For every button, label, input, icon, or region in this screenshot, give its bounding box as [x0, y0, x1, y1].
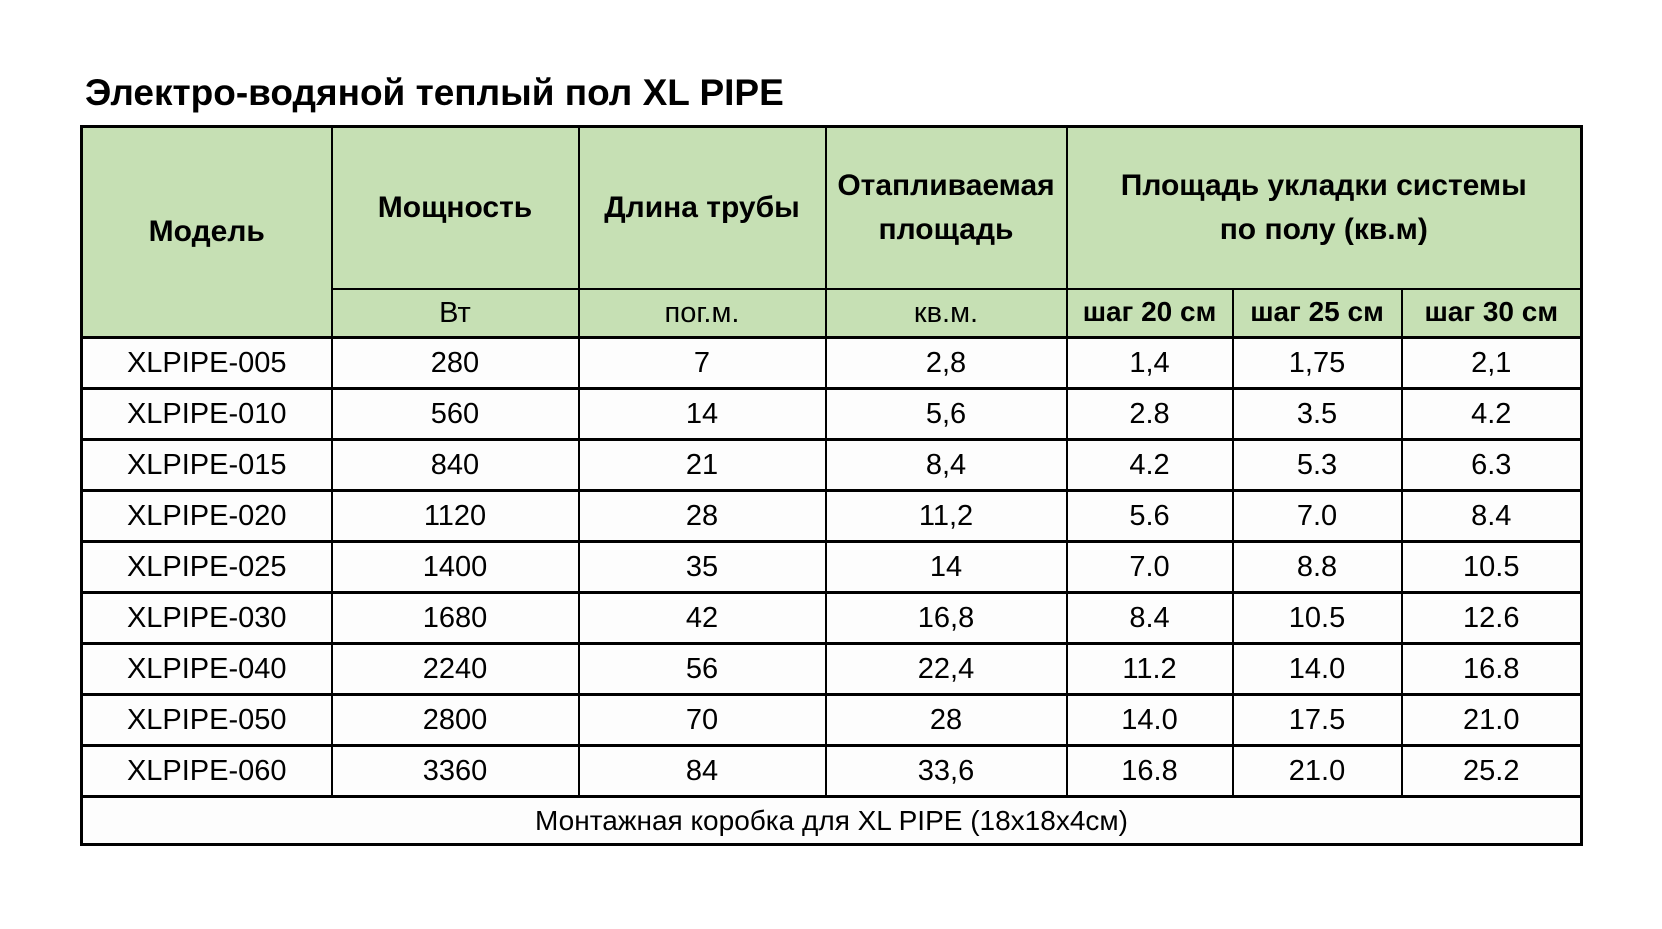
cell-step-30: 12.6 — [1400, 591, 1583, 645]
col-header-step-25: шаг 25 см — [1231, 287, 1403, 339]
cell-power: 1680 — [330, 591, 580, 645]
cell-heated-area: 28 — [824, 693, 1068, 747]
cell-step-20: 4.2 — [1065, 438, 1234, 492]
table-row: XLPIPE-040 2240 56 22,4 11.2 14.0 16.8 — [80, 642, 1583, 696]
cell-model: XLPIPE-060 — [80, 744, 333, 798]
table-row: XLPIPE-020 1120 28 11,2 5.6 7.0 8.4 — [80, 489, 1583, 543]
cell-step-20: 1,4 — [1065, 336, 1234, 390]
cell-model: XLPIPE-010 — [80, 387, 333, 441]
cell-model: XLPIPE-040 — [80, 642, 333, 696]
page-title: Электро-водяной теплый пол XL PIPE — [85, 72, 784, 113]
table-row: XLPIPE-050 2800 70 28 14.0 17.5 21.0 — [80, 693, 1583, 747]
col-header-heated-area: Отапливаемая площадь — [824, 125, 1068, 290]
cell-heated-area: 33,6 — [824, 744, 1068, 798]
table-body: XLPIPE-005 280 7 2,8 1,4 1,75 2,1 XLPIPE… — [80, 336, 1583, 798]
cell-step-25: 5.3 — [1231, 438, 1403, 492]
cell-step-30: 25.2 — [1400, 744, 1583, 798]
cell-step-30: 4.2 — [1400, 387, 1583, 441]
cell-power: 1400 — [330, 540, 580, 594]
cell-pipe-length: 70 — [577, 693, 827, 747]
cell-step-30: 8.4 — [1400, 489, 1583, 543]
cell-pipe-length: 28 — [577, 489, 827, 543]
cell-heated-area: 11,2 — [824, 489, 1068, 543]
cell-step-30: 10.5 — [1400, 540, 1583, 594]
cell-heated-area: 16,8 — [824, 591, 1068, 645]
cell-power: 280 — [330, 336, 580, 390]
col-header-model: Модель — [80, 125, 333, 339]
cell-step-30: 16.8 — [1400, 642, 1583, 696]
table-row: XLPIPE-005 280 7 2,8 1,4 1,75 2,1 — [80, 336, 1583, 390]
cell-model: XLPIPE-005 — [80, 336, 333, 390]
cell-heated-area: 14 — [824, 540, 1068, 594]
cell-pipe-length: 14 — [577, 387, 827, 441]
cell-step-25: 14.0 — [1231, 642, 1403, 696]
unit-power: Вт — [330, 287, 580, 339]
cell-pipe-length: 56 — [577, 642, 827, 696]
cell-power: 3360 — [330, 744, 580, 798]
col-header-laying-area-group: Площадь укладки системы по полу (кв.м) — [1065, 125, 1583, 290]
cell-model: XLPIPE-025 — [80, 540, 333, 594]
table-row: XLPIPE-060 3360 84 33,6 16.8 21.0 25.2 — [80, 744, 1583, 798]
cell-step-20: 11.2 — [1065, 642, 1234, 696]
header-row-groups: Модель Мощность Длина трубы Отапливаемая… — [80, 125, 1583, 339]
cell-power: 1120 — [330, 489, 580, 543]
cell-step-20: 16.8 — [1065, 744, 1234, 798]
cell-step-25: 7.0 — [1231, 489, 1403, 543]
table-footer: Монтажная коробка для XL PIPE (18х18х4см… — [80, 795, 1583, 846]
table-row: XLPIPE-030 1680 42 16,8 8.4 10.5 12.6 — [80, 591, 1583, 645]
cell-power: 840 — [330, 438, 580, 492]
table-row: XLPIPE-025 1400 35 14 7.0 8.8 10.5 — [80, 540, 1583, 594]
cell-model: XLPIPE-015 — [80, 438, 333, 492]
cell-step-25: 3.5 — [1231, 387, 1403, 441]
cell-heated-area: 8,4 — [824, 438, 1068, 492]
cell-model: XLPIPE-030 — [80, 591, 333, 645]
cell-step-20: 2.8 — [1065, 387, 1234, 441]
col-header-step-20: шаг 20 см — [1065, 287, 1234, 339]
cell-step-25: 21.0 — [1231, 744, 1403, 798]
cell-step-30: 21.0 — [1400, 693, 1583, 747]
cell-pipe-length: 84 — [577, 744, 827, 798]
cell-pipe-length: 21 — [577, 438, 827, 492]
cell-heated-area: 22,4 — [824, 642, 1068, 696]
cell-pipe-length: 35 — [577, 540, 827, 594]
table-header: Модель Мощность Длина трубы Отапливаемая… — [80, 125, 1583, 339]
cell-step-25: 8.8 — [1231, 540, 1403, 594]
cell-model: XLPIPE-020 — [80, 489, 333, 543]
unit-pipe-length: пог.м. — [577, 287, 827, 339]
col-header-step-30: шаг 30 см — [1400, 287, 1583, 339]
cell-pipe-length: 42 — [577, 591, 827, 645]
table-row: XLPIPE-015 840 21 8,4 4.2 5.3 6.3 — [80, 438, 1583, 492]
col-header-power: Мощность — [330, 125, 580, 290]
cell-step-25: 17.5 — [1231, 693, 1403, 747]
unit-heated-area: кв.м. — [824, 287, 1068, 339]
col-header-pipe-length: Длина трубы — [577, 125, 827, 290]
xl-pipe-spec-table: Модель Мощность Длина трубы Отапливаемая… — [80, 125, 1583, 846]
footer-row: Монтажная коробка для XL PIPE (18х18х4см… — [80, 795, 1583, 846]
cell-heated-area: 5,6 — [824, 387, 1068, 441]
cell-step-20: 14.0 — [1065, 693, 1234, 747]
cell-step-30: 2,1 — [1400, 336, 1583, 390]
mounting-box-note: Монтажная коробка для XL PIPE (18х18х4см… — [80, 795, 1583, 846]
header-row-units: Вт пог.м. кв.м. шаг 20 см шаг 25 см шаг … — [82, 287, 1583, 339]
cell-step-20: 5.6 — [1065, 489, 1234, 543]
cell-power: 560 — [330, 387, 580, 441]
cell-step-20: 7.0 — [1065, 540, 1234, 594]
table-row: XLPIPE-010 560 14 5,6 2.8 3.5 4.2 — [80, 387, 1583, 441]
cell-model: XLPIPE-050 — [80, 693, 333, 747]
cell-step-25: 10.5 — [1231, 591, 1403, 645]
cell-power: 2800 — [330, 693, 580, 747]
cell-step-30: 6.3 — [1400, 438, 1583, 492]
cell-power: 2240 — [330, 642, 580, 696]
cell-pipe-length: 7 — [577, 336, 827, 390]
cell-step-20: 8.4 — [1065, 591, 1234, 645]
cell-step-25: 1,75 — [1231, 336, 1403, 390]
cell-heated-area: 2,8 — [824, 336, 1068, 390]
